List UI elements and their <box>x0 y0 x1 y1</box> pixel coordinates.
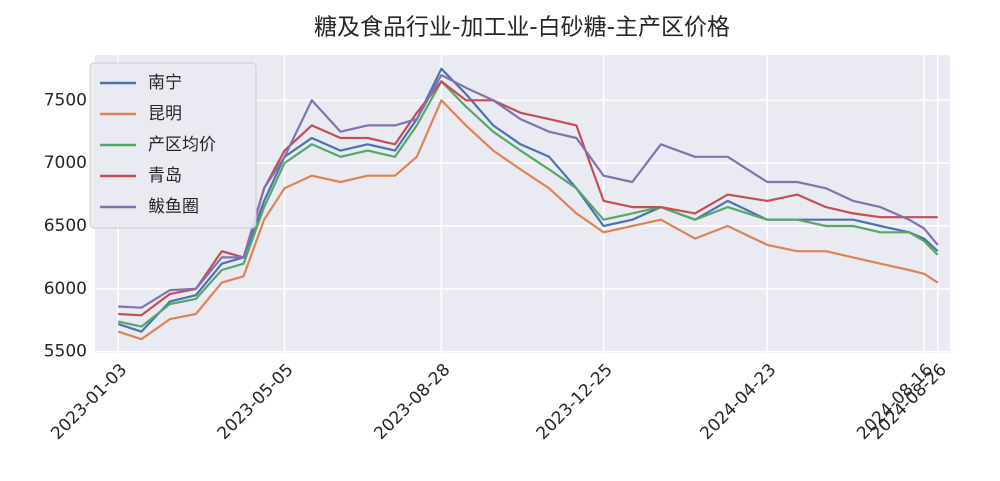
series-line <box>117 99 939 341</box>
legend-label: 青岛 <box>148 166 182 186</box>
y-tick-label: 7500 <box>44 90 87 110</box>
x-tick-label: 2024-08-26 <box>867 360 951 444</box>
x-tick-label: 2024-04-23 <box>696 360 780 444</box>
legend-label: 鲅鱼圈 <box>148 197 199 217</box>
y-tick-label: 5500 <box>44 342 87 362</box>
y-tick-label: 6500 <box>44 216 87 236</box>
legend-label: 产区均价 <box>148 135 216 155</box>
y-tick-label: 6000 <box>44 279 87 299</box>
legend-label: 南宁 <box>148 73 182 93</box>
legend-label: 昆明 <box>148 104 182 124</box>
x-tick-label: 2023-01-03 <box>47 360 131 444</box>
series-line <box>118 74 939 309</box>
x-tick-label: 2023-12-25 <box>533 360 617 444</box>
series-line <box>117 80 939 328</box>
y-tick-label: 7000 <box>44 153 87 173</box>
x-tick-label: 2023-08-28 <box>370 360 454 444</box>
legend-box <box>89 62 257 229</box>
chart-title: 糖及食品行业-加工业-白砂糖-主产区价格 <box>314 15 730 41</box>
x-tick-label: 2023-05-05 <box>214 360 298 444</box>
